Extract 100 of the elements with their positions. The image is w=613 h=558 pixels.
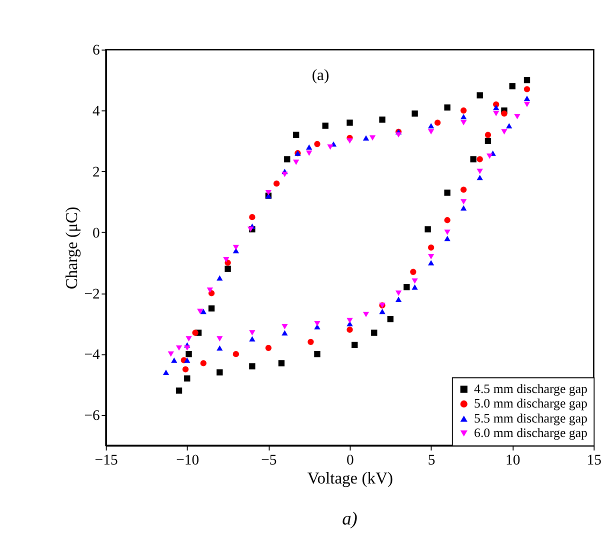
y-tick-label: 2 bbox=[92, 164, 100, 180]
point bbox=[460, 114, 467, 120]
point bbox=[265, 344, 272, 352]
point bbox=[486, 154, 493, 159]
text: a) bbox=[342, 508, 358, 529]
point bbox=[216, 345, 223, 351]
point bbox=[216, 275, 223, 281]
point bbox=[346, 318, 353, 324]
point bbox=[182, 366, 189, 372]
point bbox=[192, 330, 198, 336]
point bbox=[514, 114, 520, 120]
point bbox=[265, 190, 272, 196]
point bbox=[171, 357, 178, 363]
point bbox=[293, 132, 300, 138]
point bbox=[387, 316, 394, 322]
point bbox=[249, 363, 256, 370]
x-tick-label: 15 bbox=[586, 452, 602, 468]
point bbox=[444, 217, 450, 224]
x-tick-label: 10 bbox=[505, 452, 520, 468]
point bbox=[278, 360, 285, 366]
point bbox=[428, 254, 434, 260]
point bbox=[184, 375, 190, 382]
point bbox=[434, 120, 441, 126]
x-tick-label: −15 bbox=[94, 452, 118, 468]
point bbox=[476, 168, 483, 174]
point bbox=[362, 312, 370, 318]
point bbox=[346, 326, 353, 333]
x-axis-title: Voltage (kV) bbox=[307, 468, 394, 488]
point bbox=[460, 199, 467, 205]
point bbox=[200, 360, 206, 366]
point bbox=[168, 351, 174, 357]
point bbox=[232, 351, 240, 358]
point bbox=[444, 104, 450, 111]
point bbox=[506, 123, 512, 128]
point bbox=[470, 156, 476, 162]
point bbox=[162, 370, 170, 376]
point bbox=[224, 266, 231, 272]
point bbox=[444, 236, 450, 242]
point bbox=[308, 338, 314, 345]
point bbox=[362, 135, 370, 141]
point bbox=[395, 296, 402, 302]
point bbox=[184, 345, 190, 351]
point bbox=[460, 205, 467, 211]
point bbox=[208, 305, 215, 312]
point bbox=[369, 135, 376, 141]
point bbox=[424, 226, 431, 232]
point bbox=[501, 129, 508, 135]
point bbox=[314, 350, 320, 358]
point bbox=[249, 330, 256, 336]
point bbox=[371, 330, 378, 336]
point bbox=[346, 120, 353, 126]
point bbox=[284, 156, 290, 162]
point bbox=[282, 172, 288, 178]
point bbox=[282, 324, 288, 330]
legend-label: 5.5 mm discharge gap bbox=[474, 411, 588, 426]
point bbox=[249, 214, 256, 220]
point bbox=[249, 336, 256, 342]
point bbox=[176, 388, 182, 394]
point bbox=[186, 350, 192, 358]
point bbox=[460, 120, 467, 126]
point bbox=[524, 76, 530, 84]
y-tick-label: 0 bbox=[92, 225, 100, 242]
point bbox=[412, 284, 418, 290]
point bbox=[232, 244, 240, 250]
point bbox=[206, 287, 214, 293]
point bbox=[460, 107, 467, 114]
point bbox=[484, 132, 492, 138]
x-tick-label: −10 bbox=[176, 452, 200, 468]
legend-label: 5.0 mm discharge gap bbox=[474, 396, 588, 411]
point bbox=[524, 102, 530, 108]
point bbox=[428, 244, 434, 251]
point bbox=[352, 342, 358, 348]
point bbox=[476, 92, 483, 98]
point bbox=[346, 138, 353, 144]
point bbox=[404, 284, 410, 290]
point bbox=[379, 116, 386, 123]
legend-label: 4.5 mm discharge gap bbox=[474, 382, 588, 396]
point bbox=[282, 330, 288, 336]
point bbox=[476, 156, 483, 162]
y-tick-label: 6 bbox=[92, 42, 100, 59]
point bbox=[200, 308, 206, 314]
annotation: (a) bbox=[312, 67, 330, 84]
point bbox=[223, 257, 230, 262]
point bbox=[460, 186, 467, 193]
point bbox=[428, 260, 434, 266]
point bbox=[412, 278, 418, 284]
point bbox=[493, 104, 500, 110]
point bbox=[484, 138, 492, 144]
x-tick-label: −5 bbox=[261, 452, 277, 468]
point bbox=[493, 110, 500, 116]
point bbox=[395, 132, 402, 138]
point bbox=[186, 336, 192, 342]
point bbox=[412, 110, 418, 117]
point bbox=[410, 268, 416, 275]
y-tick-label: −2 bbox=[84, 286, 100, 302]
point bbox=[197, 308, 204, 314]
point bbox=[428, 123, 434, 128]
point bbox=[306, 150, 312, 156]
point bbox=[428, 129, 434, 135]
point bbox=[509, 83, 516, 90]
